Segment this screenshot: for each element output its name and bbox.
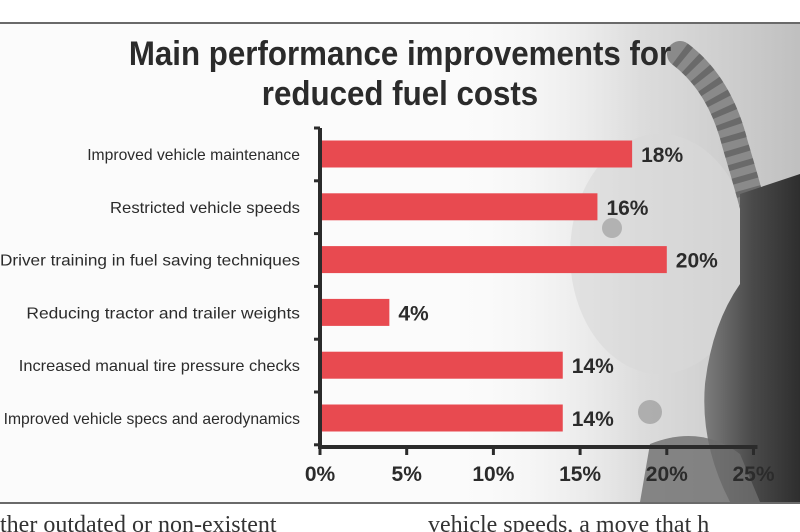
x-tick-label: 0%: [305, 463, 336, 486]
category-label: Improved vehicle maintenance: [87, 147, 300, 164]
article-column-1: ther outdated or non-existent: [0, 512, 277, 532]
data-label: 18%: [641, 144, 683, 167]
chart-title: Main performance improvements for reduce…: [87, 34, 713, 114]
chart-title-line-1: Main performance improvements for: [128, 35, 672, 73]
bar: [322, 246, 667, 274]
category-label: Restricted vehicle speeds: [110, 200, 300, 217]
bar: [322, 351, 563, 379]
bar: [322, 193, 598, 221]
x-tick-label: 20%: [646, 463, 688, 486]
data-label: 14%: [572, 408, 614, 431]
chart-title-line-2: reduced fuel costs: [261, 75, 539, 113]
data-label: 4%: [398, 302, 429, 325]
data-label: 14%: [572, 355, 614, 378]
bar: [322, 298, 390, 326]
bar: [322, 404, 563, 432]
x-tick-label: 15%: [559, 463, 601, 486]
bar-chart: 0% 5% 10% 15% 20% 25% Improved vehicle mainten…: [0, 126, 775, 486]
article-column-2: vehicle speeds, a move that h: [428, 512, 710, 532]
category-label: Improved vehicle specs and aerodynamics: [4, 411, 300, 428]
x-tick-label: 25%: [732, 463, 774, 486]
x-tick-label: 5%: [392, 463, 423, 486]
bar: [322, 140, 633, 168]
data-label: 20%: [676, 250, 718, 273]
category-label: Increased manual tire pressure checks: [19, 358, 300, 375]
x-tick-label: 10%: [472, 463, 514, 486]
category-label: Driver training in fuel saving technique…: [0, 253, 300, 270]
article-text: ther outdated or non-existent vehicle sp…: [0, 504, 800, 532]
category-label: Reducing tractor and trailer weights: [26, 305, 300, 322]
data-label: 16%: [606, 197, 648, 220]
chart-frame: Main performance improvements for reduce…: [0, 22, 800, 504]
